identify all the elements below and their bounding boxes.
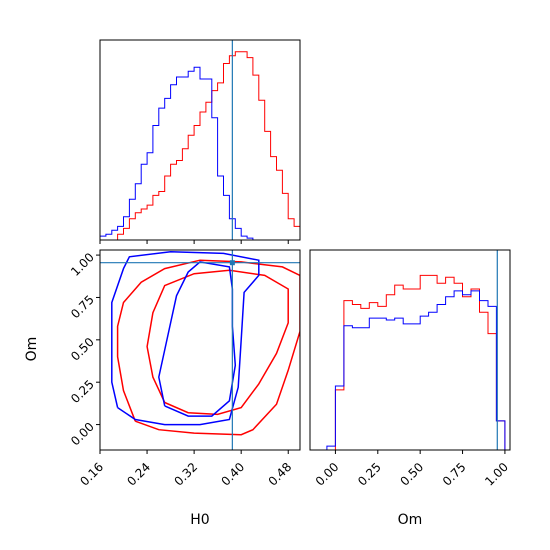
h0-hist-frame [99, 39, 301, 241]
om-vs-h0-contour-panel: 0.16 0.24 0.32 0.40 0.48 0.00 0.25 0.50 0.75 1.00 [68, 249, 301, 489]
h0-xtick-label-1: 0.16 [77, 460, 106, 489]
h0-xtick-label-4: 0.40 [219, 460, 248, 489]
om-axis-label: Om [24, 337, 40, 362]
om-hist-xtick-label-1: 0.00 [313, 460, 342, 489]
joint-frame [99, 249, 301, 451]
om-hist-xtick-label-5: 1.00 [482, 460, 511, 489]
om-hist-xtick-label-2: 0.25 [355, 460, 384, 489]
contour-group [111, 250, 300, 436]
om-hist-frame [309, 249, 511, 451]
contour-series_b-inner [158, 261, 237, 417]
contour-series_a-inner [146, 269, 289, 416]
h0-hist-series-1-step [100, 51, 301, 241]
contour-series_a-outer [116, 259, 300, 436]
contour-series_b-outer [111, 250, 260, 426]
om-histogram-panel: 0.00 0.25 0.50 0.75 1.00 [309, 249, 511, 489]
om-ytick-label-2: 0.25 [68, 377, 97, 406]
om-ytick-label-1: 0.00 [68, 420, 97, 449]
om-ytick-label-5: 1.00 [68, 250, 97, 279]
h0-xtick-label-3: 0.32 [171, 460, 200, 489]
om-hist-xtick-label-3: 0.50 [397, 460, 426, 489]
om-hist-xtick-label-4: 0.75 [440, 460, 469, 489]
h0-histogram-panel [99, 39, 301, 244]
h0-xtick-label-5: 0.48 [266, 460, 295, 489]
om-ytick-label-3: 0.50 [68, 335, 97, 364]
h0-hist-series-2-step [99, 66, 300, 241]
h0-xtick-label-2: 0.24 [124, 460, 153, 489]
om-hist-series-1-step [318, 274, 506, 451]
h0-axis-label: H0 [190, 512, 209, 528]
om-x-axis-label: Om [398, 512, 423, 528]
joint-truth-marker [229, 260, 235, 266]
om-ytick-label-4: 0.75 [68, 293, 97, 322]
om-hist-series-2-step [318, 290, 506, 451]
